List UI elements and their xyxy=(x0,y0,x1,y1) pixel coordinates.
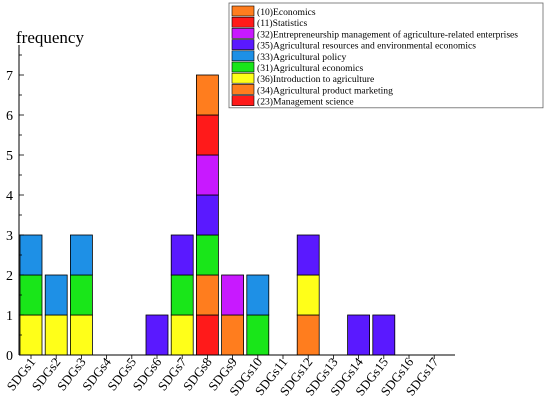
y-tick-label: 1 xyxy=(6,309,13,324)
legend-swatch xyxy=(231,50,255,62)
bar-segment-SDGs6-5 xyxy=(145,314,169,356)
y-tick-label: 4 xyxy=(6,189,13,204)
legend-swatch xyxy=(231,5,255,17)
bar-segment-SDGs12-5 xyxy=(296,234,320,276)
y-tick-label: 6 xyxy=(6,109,13,124)
y-tick-label: 0 xyxy=(6,349,13,364)
bar-segment-SDGs7-5 xyxy=(170,234,194,276)
legend-swatch xyxy=(231,72,255,84)
bar-segment-SDGs1-4 xyxy=(19,234,43,276)
legend-label: (33)Agricultural policy xyxy=(257,52,346,63)
legend-label: (10)Economics xyxy=(257,7,316,18)
bar-segment-SDGs14-5 xyxy=(347,314,371,356)
y-axis-title: frequency xyxy=(16,28,84,47)
y-tick-label: 7 xyxy=(6,69,13,84)
bars-group xyxy=(19,74,396,356)
y-tick-label: 2 xyxy=(6,269,13,284)
bar-segment-SDGs9-6 xyxy=(221,274,245,316)
bar-segment-SDGs8-3 xyxy=(195,234,219,276)
bar-segment-SDGs3-2 xyxy=(70,314,93,356)
bar-segment-SDGs8-5 xyxy=(195,194,219,236)
bar-segment-SDGs8-6 xyxy=(195,154,219,196)
bar-segment-SDGs8-1 xyxy=(195,274,219,316)
bar-segment-SDGs1-3 xyxy=(19,274,43,316)
legend-label: (34)Agricultural product marketing xyxy=(257,85,393,96)
legend: (10)Economics(11)Statistics(32)Entrepren… xyxy=(228,2,544,109)
bar-segment-SDGs15-5 xyxy=(372,314,396,356)
bar-segment-SDGs2-4 xyxy=(44,274,68,316)
legend-swatch xyxy=(231,61,255,73)
bar-segment-SDGs12-2 xyxy=(296,274,320,316)
bar-segment-SDGs2-2 xyxy=(44,314,68,356)
legend-label: (36)Introduction to agriculture xyxy=(257,74,374,85)
legend-swatch xyxy=(231,84,255,95)
bar-segment-SDGs8-0 xyxy=(195,314,219,356)
bar-segment-SDGs10-4 xyxy=(246,274,270,316)
y-tick-label: 5 xyxy=(6,149,13,164)
bar-segment-SDGs8-7 xyxy=(195,114,219,156)
bar-segment-SDGs1-2 xyxy=(19,314,43,356)
y-tick-label: 3 xyxy=(6,229,13,244)
bar-segment-SDGs7-2 xyxy=(170,314,194,356)
legend-swatch xyxy=(231,39,255,50)
legend-label: (35)Agricultural resources and environme… xyxy=(257,41,476,52)
legend-swatch xyxy=(231,28,255,39)
bar-segment-SDGs9-1 xyxy=(221,314,245,356)
bar-segment-SDGs7-3 xyxy=(170,274,194,316)
legend-swatch xyxy=(231,95,255,106)
legend-label: (32)Entrepreneurship management of agric… xyxy=(257,29,518,40)
bar-segment-SDGs8-8 xyxy=(195,74,219,116)
legend-label: (31)Agricultural economics xyxy=(257,63,364,74)
legend-swatch xyxy=(231,16,255,28)
bar-segment-SDGs3-3 xyxy=(70,274,93,316)
bar-segment-SDGs3-4 xyxy=(70,234,93,276)
bar-segment-SDGs10-3 xyxy=(246,314,270,356)
bar-segment-SDGs12-1 xyxy=(296,314,320,356)
legend-box xyxy=(228,2,544,109)
legend-label: (23)Management science xyxy=(257,97,354,108)
legend-label: (11)Statistics xyxy=(257,18,308,29)
